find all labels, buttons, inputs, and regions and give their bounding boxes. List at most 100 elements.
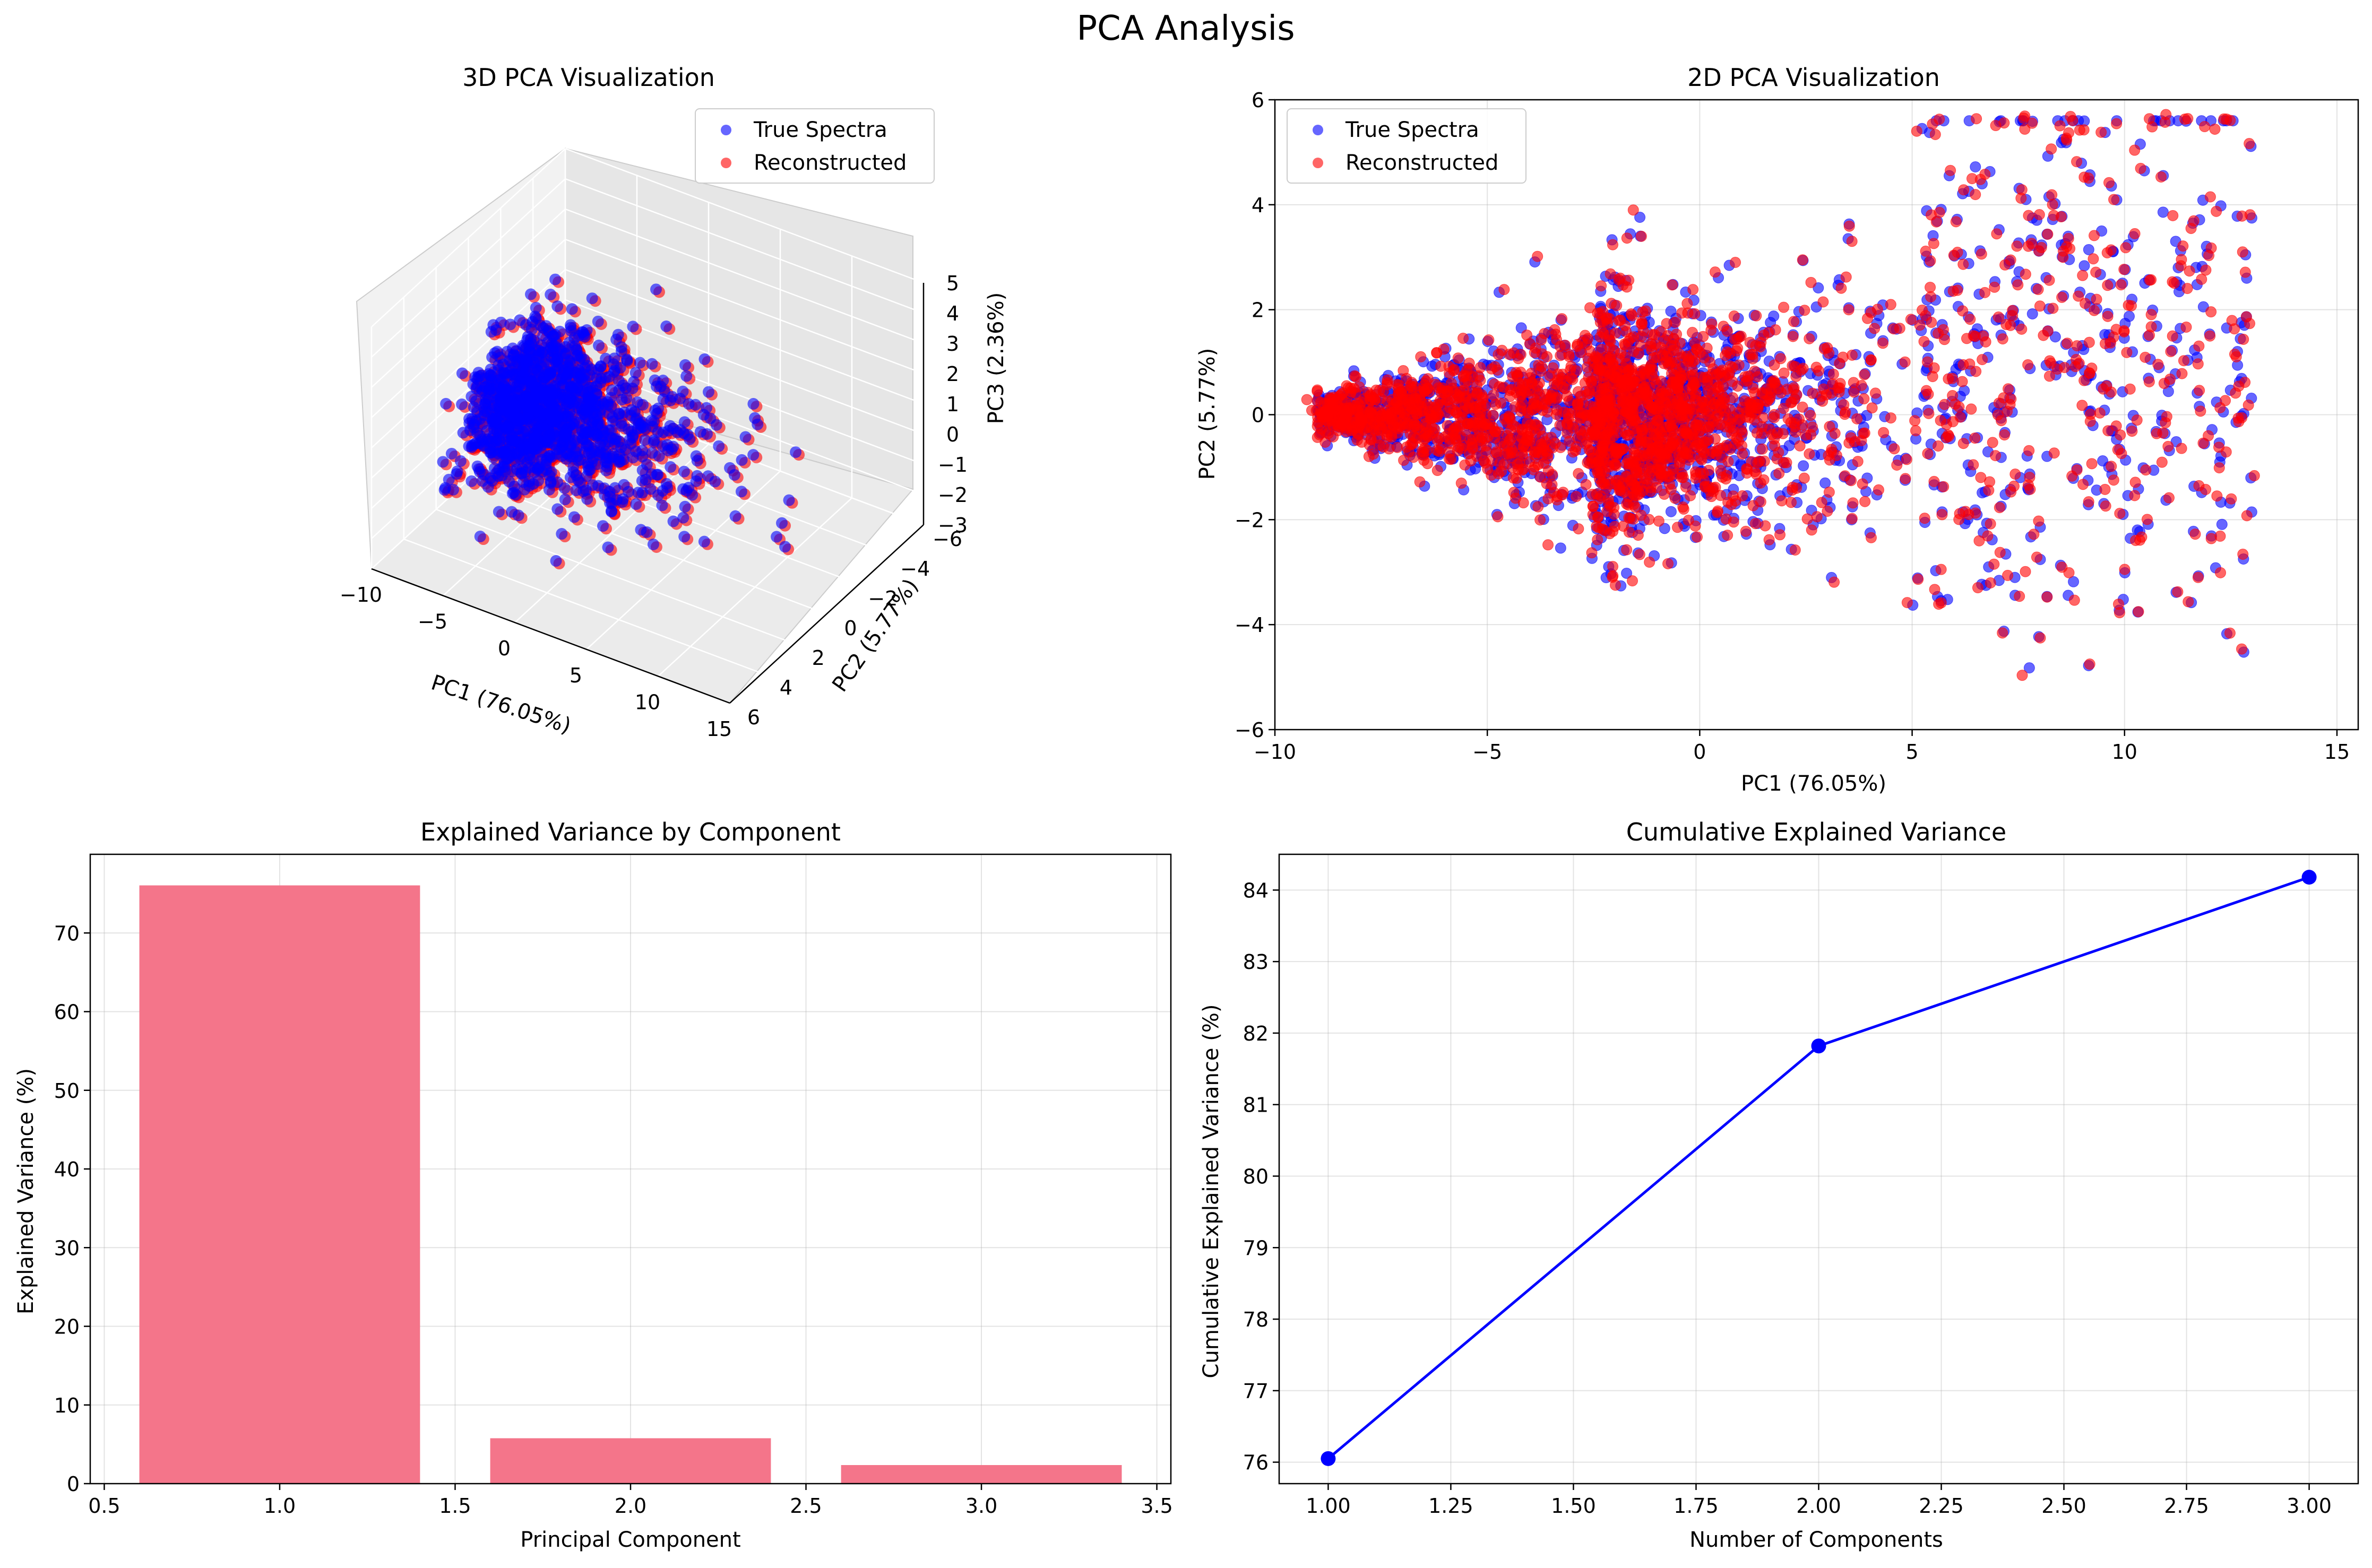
reconstructed-point <box>1790 371 1802 383</box>
true-spectra-point <box>550 555 562 567</box>
reconstructed-point <box>1621 232 1633 244</box>
true-spectra-point <box>2078 260 2090 272</box>
true-spectra-point <box>646 358 658 370</box>
true-spectra-point <box>636 475 648 487</box>
reconstructed-point <box>1929 584 1940 595</box>
panel-2d-pca: 2D PCA Visualization −10 −5 0 5 10 15−6−4−202… <box>1195 63 2359 796</box>
true-spectra-point <box>535 439 547 452</box>
true-spectra-point <box>468 419 480 431</box>
3d-x-tick-label: 5 <box>570 664 582 687</box>
reconstructed-point <box>1607 561 1619 573</box>
reconstructed-point <box>1789 544 1801 556</box>
true-spectra-point <box>728 469 740 481</box>
true-spectra-point <box>565 438 577 450</box>
true-spectra-point <box>551 503 564 515</box>
true-spectra-point <box>504 438 516 451</box>
true-spectra-point <box>562 448 574 460</box>
true-spectra-point <box>736 454 748 466</box>
true-spectra-point <box>648 434 660 446</box>
3d-x-tick-label: 10 <box>635 690 660 714</box>
true-spectra-point <box>612 328 624 341</box>
true-spectra-point <box>513 388 525 401</box>
true-spectra-point <box>674 393 686 405</box>
true-spectra-point <box>558 393 570 405</box>
true-spectra-point <box>566 303 578 315</box>
3d-back-z-gridline <box>565 178 924 314</box>
3d-x-tick-label: 0 <box>498 637 511 660</box>
reconstructed-point <box>1750 310 1762 322</box>
reconstructed-point <box>1807 387 1818 399</box>
reconstructed-point <box>1925 291 1937 302</box>
true-spectra-point <box>678 465 690 478</box>
true-spectra-point <box>657 440 669 452</box>
reconstructed-point <box>1933 440 1944 452</box>
true-spectra-point <box>504 318 516 331</box>
3d-y-tick-label: −2 <box>868 587 898 610</box>
true-spectra-point <box>570 367 582 379</box>
true-spectra-point <box>503 428 515 440</box>
true-spectra-point <box>456 367 468 379</box>
reconstructed-point <box>1945 164 1956 176</box>
true-spectra-point <box>1970 161 1981 172</box>
reconstructed-point <box>1934 206 1945 218</box>
3d-legend-frame <box>695 108 935 184</box>
3d-z-tick-label: −2 <box>938 483 968 507</box>
true-spectra-point <box>528 427 540 439</box>
true-spectra-point <box>540 458 552 471</box>
true-spectra-point <box>627 320 639 333</box>
true-spectra-point <box>494 373 506 385</box>
true-spectra-point <box>739 431 752 443</box>
reconstructed-point <box>1988 558 2000 570</box>
true-spectra-point <box>440 397 452 410</box>
true-spectra-point <box>701 428 713 440</box>
true-spectra-point <box>493 506 505 518</box>
true-spectra-point <box>480 393 492 405</box>
true-spectra-point <box>637 399 649 411</box>
reconstructed-point <box>2095 126 2107 138</box>
true-spectra-point <box>710 419 722 431</box>
true-spectra-point <box>666 443 678 455</box>
true-spectra-point <box>605 505 617 517</box>
true-spectra-point <box>477 435 489 447</box>
true-spectra-point <box>650 283 662 296</box>
reconstructed-point <box>2178 355 2189 367</box>
reconstructed-point <box>1455 478 1467 489</box>
reconstructed-point <box>1692 531 1703 543</box>
true-spectra-point <box>626 383 639 395</box>
true-spectra-point <box>567 461 580 473</box>
3d-floor-y-gridline <box>436 508 795 645</box>
true-spectra-point <box>1798 460 1809 472</box>
true-spectra-point <box>591 458 603 470</box>
3d-x-axis-line <box>371 568 730 704</box>
3d-z-tick-label: −1 <box>938 453 968 477</box>
reconstructed-point <box>1592 534 1603 545</box>
3d-legend: True Spectra Reconstructed <box>695 108 935 184</box>
true-spectra-point <box>543 387 555 400</box>
reconstructed-point <box>1919 513 1930 524</box>
3d-back-z-gridline <box>565 299 924 435</box>
true-spectra-point <box>547 438 559 450</box>
reconstructed-point <box>2195 405 2206 417</box>
true-spectra-point <box>525 323 538 335</box>
true-spectra-point <box>590 388 602 400</box>
true-spectra-point <box>691 470 703 482</box>
reconstructed-point <box>2226 493 2237 505</box>
true-spectra-point <box>1555 542 1566 554</box>
true-spectra-point <box>620 353 633 366</box>
3d-legend-true-label: True Spectra <box>753 118 887 142</box>
true-spectra-point <box>2157 206 2169 218</box>
true-spectra-point <box>790 446 802 458</box>
reconstructed-point <box>1687 327 1698 339</box>
3d-back-z-gridline <box>565 238 924 375</box>
true-spectra-point <box>678 531 691 543</box>
true-spectra-point <box>2068 576 2080 587</box>
true-spectra-point <box>606 384 618 396</box>
panel-2d-title: 2D PCA Visualization <box>1687 63 1940 92</box>
true-spectra-point <box>583 447 595 459</box>
reconstructed-point <box>1865 532 1877 543</box>
reconstructed-point <box>2011 240 2023 252</box>
true-spectra-point <box>583 403 596 415</box>
reconstructed-point <box>2003 383 2014 395</box>
3d-legend-true-marker <box>721 125 731 135</box>
3d-y-tick-label: −6 <box>933 527 962 551</box>
